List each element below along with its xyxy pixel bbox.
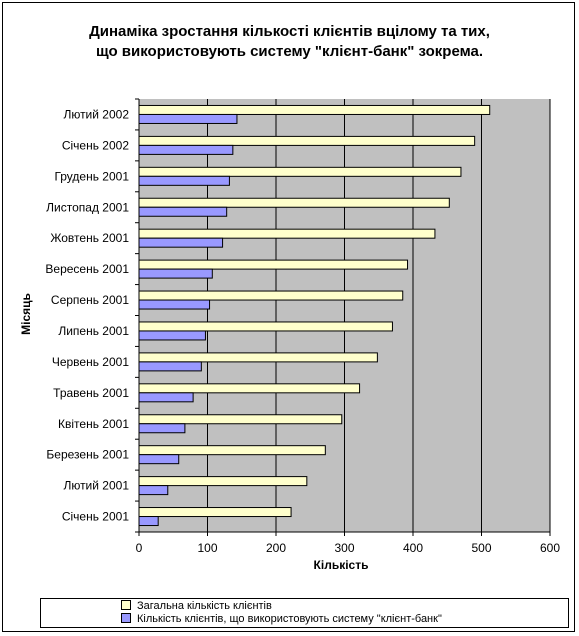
bar-client-bank-2 [138,175,230,186]
y-tick-label-4: Жовтень 2001 [50,231,129,245]
bar-total-12 [138,476,308,487]
x-tick-label-500: 500 [471,541,491,555]
legend-label-total: Загальна кількість клієнтів [137,600,272,612]
legend: Загальна кількість клієнтів Кількість кл… [40,598,569,628]
axes [135,98,551,536]
y-tick-label-5: Вересень 2001 [45,262,129,276]
legend-label-client-bank: Кількість клієнтів, що використовують си… [137,613,442,625]
chart-title: Динаміка зростання кількості клієнтів вц… [0,22,579,62]
bar-total-2 [138,166,462,177]
y-axis-label: Місяць [19,293,33,335]
bar-total-13 [138,507,292,518]
bar-client-bank-6 [138,299,211,310]
bar-total-7 [138,321,393,332]
legend-item-total: Загальна кількість клієнтів [121,600,272,613]
bar-total-4 [138,228,436,239]
y-tick-label-11: Березень 2001 [46,448,129,462]
y-tick-label-8: Червень 2001 [52,355,129,369]
bar-client-bank-7 [138,330,206,341]
bar-total-3 [138,197,450,208]
bar-total-9 [138,383,361,394]
tick-labels: Лютий 2002 Січень 2002 Грудень 2001 Листопа… [45,107,560,555]
x-tick-label-600: 600 [540,541,560,555]
bar-client-bank-11 [138,454,180,465]
y-tick-label-10: Квітень 2001 [58,417,129,431]
x-tick-label-200: 200 [266,541,286,555]
bar-client-bank-8 [138,361,202,372]
chart-title-line-2: що використовують систему "клієнт-банк" … [95,43,483,60]
bar-total-11 [138,445,326,456]
bar-total-6 [138,290,404,301]
bar-client-bank-1 [138,144,234,155]
bar-total-1 [138,135,476,146]
bar-client-bank-0 [138,113,238,124]
bar-total-5 [138,259,409,270]
bar-client-bank-4 [138,237,224,248]
bar-client-bank-9 [138,392,194,403]
x-tick-label-400: 400 [403,541,423,555]
x-tick-label-0: 0 [136,541,143,555]
y-tick-label-13: Січень 2001 [62,510,129,524]
bar-client-bank-10 [138,423,186,434]
y-tick-label-1: Січень 2002 [62,138,129,152]
chart-title-line-1: Динаміка зростання кількості клієнтів вц… [89,23,490,40]
y-tick-label-0: Лютий 2002 [63,107,129,121]
y-tick-label-9: Травень 2001 [53,386,129,400]
bar-client-bank-3 [138,206,228,217]
y-tick-label-2: Грудень 2001 [54,169,129,183]
x-axis-label: Кількість [314,558,369,572]
bar-client-bank-13 [138,516,159,527]
y-tick-label-12: Лютий 2001 [63,479,129,493]
bars [138,104,491,527]
bar-client-bank-5 [138,268,213,279]
x-tick-label-300: 300 [334,541,354,555]
x-tick-label-100: 100 [197,541,217,555]
bar-client-bank-12 [138,485,169,496]
legend-swatch-total [121,600,131,611]
bar-total-0 [138,104,491,115]
bar-total-8 [138,352,378,363]
legend-swatch-client-bank [121,613,131,624]
legend-item-client-bank: Кількість клієнтів, що використовують си… [121,613,442,626]
bar-total-10 [138,414,343,425]
y-tick-label-7: Липень 2001 [58,324,129,338]
y-tick-label-3: Листопад 2001 [46,200,129,214]
y-tick-label-6: Серпень 2001 [51,293,129,307]
